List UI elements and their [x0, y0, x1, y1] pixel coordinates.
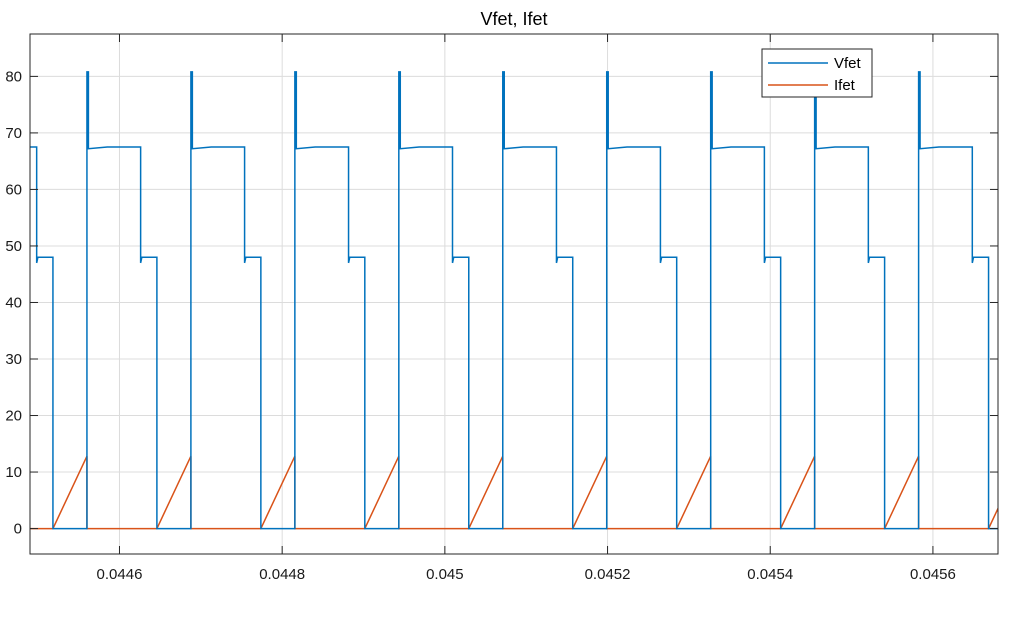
- y-tick-label: 0: [14, 521, 22, 538]
- legend-label-ifet: Ifet: [834, 77, 856, 94]
- x-tick-label: 0.0452: [585, 566, 631, 583]
- y-tick-label: 60: [5, 181, 22, 198]
- vfet-series-line: [30, 71, 998, 530]
- x-tick-label: 0.0454: [747, 566, 793, 583]
- x-axis: 0.0446 0.0448 0.045 0.0452 0.0454 0.0456: [97, 34, 956, 583]
- y-tick-label: 30: [5, 351, 22, 368]
- plot-border: [29, 33, 999, 555]
- legend-box: [761, 48, 873, 98]
- legend-label-vfet: Vfet: [834, 55, 862, 72]
- y-tick-label: 10: [5, 464, 22, 481]
- legend: Vfet Ifet: [761, 48, 873, 98]
- y-tick-label: 50: [5, 238, 22, 255]
- y-tick-label: 80: [5, 68, 22, 85]
- x-tick-label: 0.045: [426, 566, 464, 583]
- plot-area: [30, 34, 998, 554]
- y-axis: 0 10 20 30 40 50 60 70 80: [5, 68, 998, 538]
- y-tick-label: 20: [5, 408, 22, 425]
- y-tick-label: 70: [5, 125, 22, 142]
- x-tick-label: 0.0448: [259, 566, 305, 583]
- chart-title: Vfet, Ifet: [480, 9, 547, 29]
- x-tick-label: 0.0456: [910, 566, 956, 583]
- x-tick-label: 0.0446: [97, 566, 143, 583]
- y-tick-label: 40: [5, 294, 22, 311]
